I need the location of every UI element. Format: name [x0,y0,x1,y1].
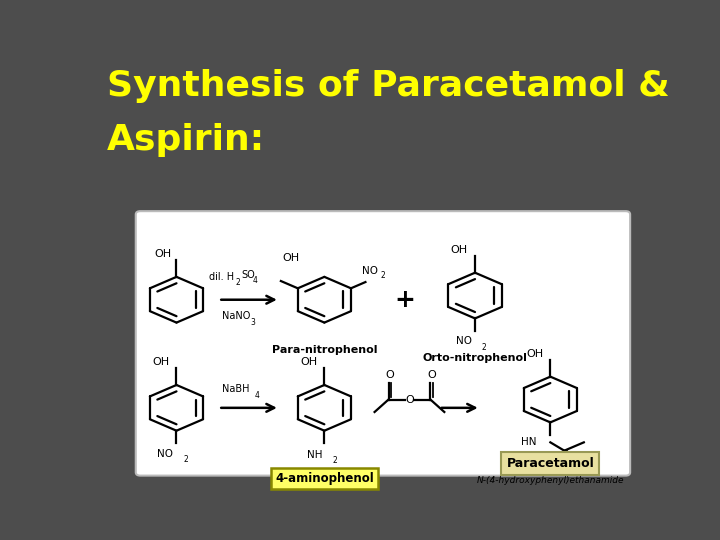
Text: NO: NO [158,449,174,458]
Text: Synthesis of Paracetamol &: Synthesis of Paracetamol & [107,69,670,103]
Text: O: O [428,370,436,380]
Text: OH: OH [282,253,300,263]
Text: 2: 2 [332,456,337,465]
Text: 2: 2 [482,343,487,352]
Text: OH: OH [153,357,169,367]
Text: NO: NO [456,336,472,346]
Text: 4: 4 [255,391,259,400]
Text: OH: OH [300,357,318,367]
Text: Aspirin:: Aspirin: [107,123,265,157]
Text: Orto-nitrophenol: Orto-nitrophenol [423,353,528,363]
Text: O: O [385,370,394,380]
Text: N-(4-hydroxyphenyl)ethanamide: N-(4-hydroxyphenyl)ethanamide [477,476,624,485]
Text: 4-aminophenol: 4-aminophenol [275,472,374,485]
FancyBboxPatch shape [136,211,630,476]
Text: 4: 4 [253,276,258,286]
Text: OH: OH [154,249,171,259]
Text: NO: NO [362,266,378,275]
Text: 2: 2 [235,278,240,287]
Text: dil. H: dil. H [209,272,234,282]
Text: +: + [395,288,415,312]
Text: Paracetamol: Paracetamol [506,457,594,470]
Text: SO: SO [242,270,256,280]
Text: OH: OH [526,349,544,359]
Text: HN: HN [521,437,536,447]
Text: 2: 2 [183,455,188,464]
Text: NH: NH [307,450,322,460]
Text: O: O [562,468,570,478]
Text: Para-nitrophenol: Para-nitrophenol [271,345,377,355]
Text: OH: OH [451,245,468,255]
Text: NaNO: NaNO [222,312,251,321]
Text: 2: 2 [381,271,385,280]
Text: 3: 3 [251,318,256,327]
Text: NaBH: NaBH [222,384,250,394]
Text: O: O [405,395,414,404]
